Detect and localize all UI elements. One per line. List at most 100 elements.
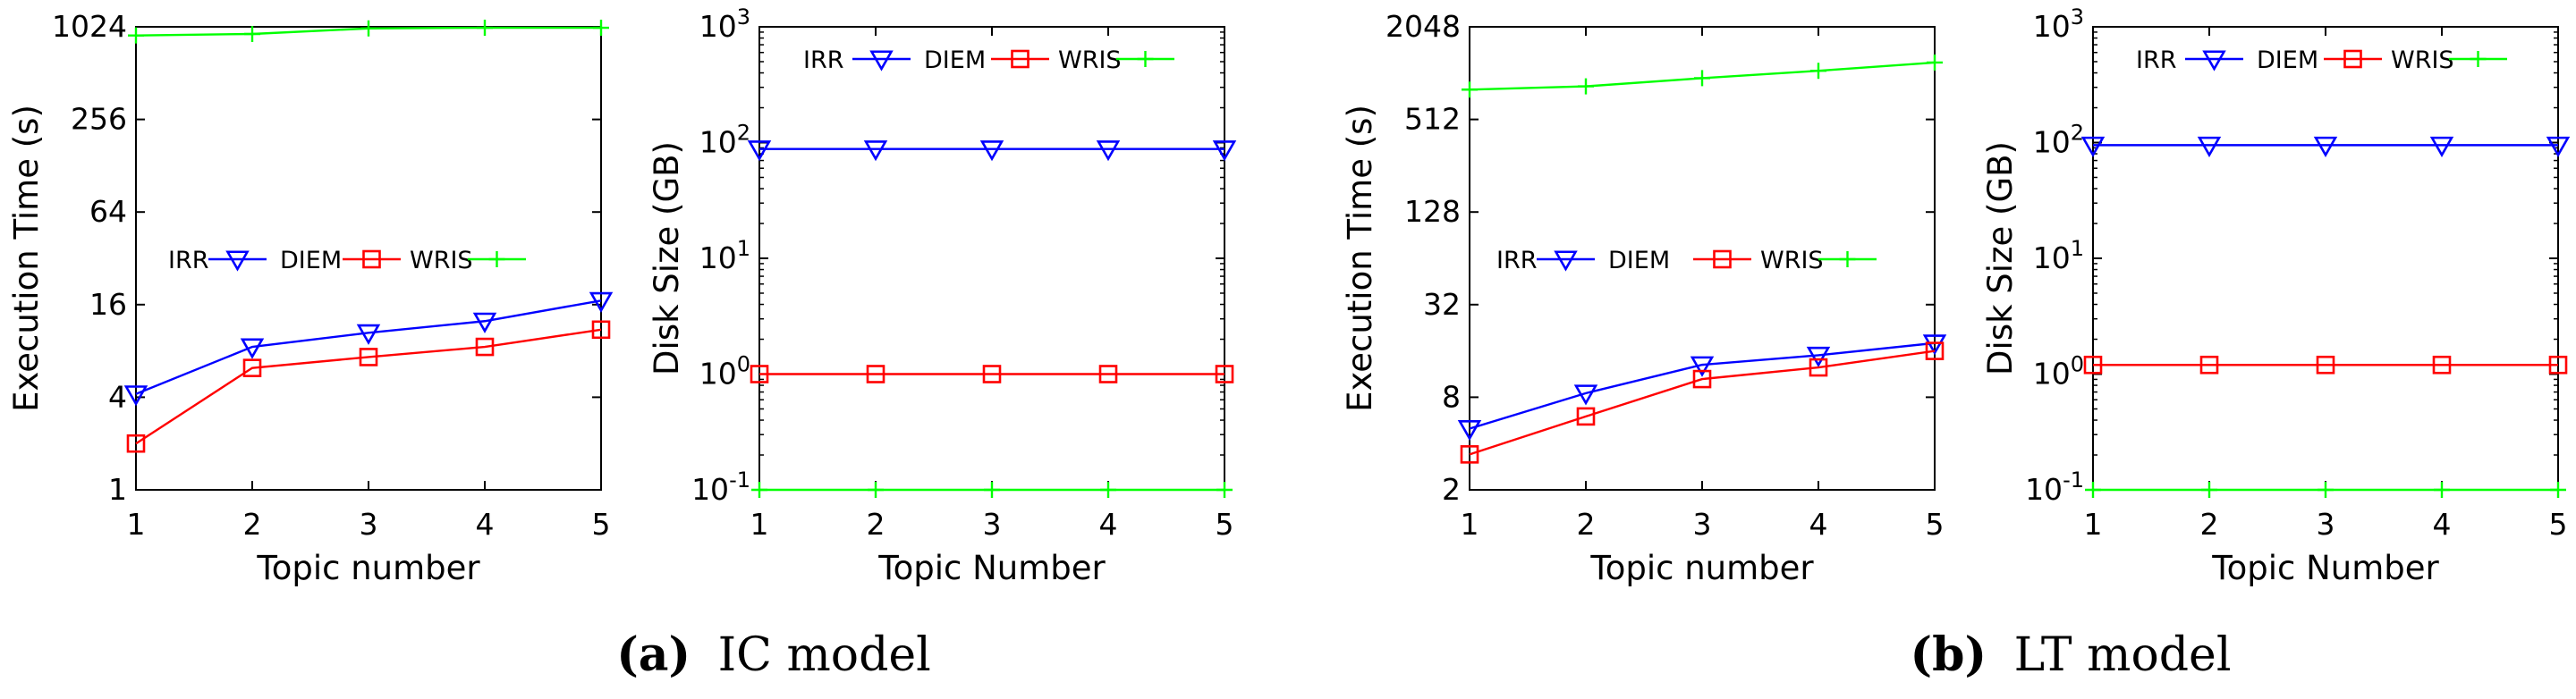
chart-3-legend-marker-1	[1554, 250, 1578, 272]
chart-1-series-wris-point	[360, 20, 377, 37]
chart-4-ytick-label: 100	[2033, 352, 2084, 392]
caption-a: (a) IC model	[616, 627, 931, 682]
chart-4-series-diem-point	[2199, 355, 2219, 375]
chart-1-ytick-label: 4	[108, 379, 127, 414]
chart-2-ytick-exp: 0	[737, 352, 750, 377]
chart-2-ytick-label: 10-1	[691, 467, 750, 507]
chart-1-ytick-label: 256	[71, 102, 127, 137]
chart-4-series-wris-point	[2201, 482, 2217, 498]
chart-2-ytick-label: 102	[699, 121, 750, 160]
chart-2-ytick-exp: 3	[737, 4, 750, 29]
chart-2-ytick-label: 101	[699, 236, 750, 275]
chart-3-xlabel: Topic number	[1589, 549, 1814, 587]
chart-1-series-irr-point	[240, 338, 265, 359]
chart-1-series-wris	[128, 20, 609, 44]
chart-1-series-irr-point	[123, 385, 148, 407]
chart-1-series-diem-point	[359, 348, 378, 366]
chart-4-legend-label-3: WRIS	[2391, 46, 2454, 74]
chart-3-series-irr-point	[1690, 356, 1715, 377]
chart-1-xtick-label: 4	[476, 507, 495, 542]
chart-1-series-wris-point	[477, 20, 493, 37]
chart-4-series-diem	[2083, 355, 2568, 375]
chart-3-series-irr	[1457, 334, 1947, 442]
chart-1-legend: IRR DIEM WRIS	[168, 247, 526, 274]
chart-3-legend: IRR DIEM WRIS	[1496, 247, 1877, 274]
chart-4-xtick-label: 5	[2549, 507, 2568, 542]
chart-3-series-diem-line	[1469, 350, 1936, 456]
chart-4-series-wris-point	[2085, 482, 2101, 498]
chart-2-series-wris-point	[1100, 482, 1116, 498]
chart-2-series-diem-point	[982, 365, 1002, 383]
chart-1: 1 2 3 4 5 1 4 16 64 256 1024 Topic number Execution …	[7, 9, 614, 587]
chart-1-series-irr	[123, 291, 614, 407]
chart-4-ytick-exp: -1	[2063, 467, 2084, 493]
chart-4-xtick-label: 4	[2433, 507, 2452, 542]
chart-3-series-diem	[1460, 341, 1945, 464]
chart-3-ytick-label: 2	[1442, 472, 1461, 507]
chart-2-series-wris-point	[1216, 482, 1233, 498]
chart-2-series-irr-point	[1096, 140, 1121, 162]
chart-3-series-wris-point	[1927, 54, 1943, 71]
chart-4-ytick-label: 102	[2033, 121, 2084, 160]
chart-3-xtick-label: 5	[1926, 507, 1945, 542]
chart-1-series-diem-point	[242, 358, 262, 377]
chart-3-series-irr-point	[1922, 334, 1947, 356]
chart-3-legend-label-1: IRR	[1496, 247, 1537, 274]
chart-4-legend-label-1: IRR	[2136, 46, 2176, 74]
chart-3-series-diem-point	[1576, 407, 1596, 426]
chart-2-xtick-label: 1	[750, 507, 769, 542]
chart-1-series-diem-point	[475, 337, 495, 357]
chart-2-series-wris-point	[868, 482, 884, 498]
caption-a-label: IC model	[718, 628, 931, 682]
chart-1-legend-label-1: IRR	[168, 247, 208, 274]
chart-3-ytick-label: 32	[1423, 287, 1461, 322]
chart-2-ylabel: Disk Size (GB)	[648, 141, 686, 375]
chart-2-series-wris-point	[751, 482, 767, 498]
chart-4-xtick-label: 1	[2084, 507, 2103, 542]
chart-4-legend-marker-3	[2470, 51, 2487, 67]
chart-3-legend-marker-3	[1839, 251, 1856, 267]
caption-b: (b) LT model	[1911, 627, 2232, 682]
chart-4-ytick-label: 101	[2033, 236, 2084, 275]
chart-4-ytick-base: 10	[2033, 125, 2071, 160]
chart-1-ytick-label: 1024	[52, 9, 127, 44]
chart-3-series-diem-point	[1809, 358, 1828, 377]
chart-2-ytick-base: 10	[691, 472, 729, 507]
chart-3-legend-label-2: DIEM	[1608, 247, 1670, 274]
chart-4-legend: IRR DIEM WRIS	[2136, 46, 2507, 74]
chart-3-xtick-label: 2	[1577, 507, 1596, 542]
chart-2-ytick-base: 10	[699, 240, 737, 275]
chart-2-legend-label-1: IRR	[803, 46, 843, 74]
caption-b-label: LT model	[2014, 628, 2232, 682]
chart-1-series-irr-point	[356, 324, 381, 345]
chart-2-ytick-label: 103	[699, 4, 750, 44]
chart-2-ytick-exp: 2	[737, 121, 750, 146]
chart-1-series-irr-point	[589, 291, 614, 313]
chart-3-ytick-label: 512	[1404, 102, 1461, 137]
chart-3-xtick-label: 3	[1693, 507, 1712, 542]
chart-1-legend-label-3: WRIS	[410, 247, 473, 274]
chart-2-xtick-label: 4	[1099, 507, 1118, 542]
chart-4-ytick-label: 103	[2033, 4, 2084, 44]
chart-1-series-wris-point	[593, 20, 609, 37]
chart-4-series-irr-point	[2546, 136, 2571, 158]
chart-2-legend-label-3: WRIS	[1058, 46, 1122, 74]
chart-4-ylabel: Disk Size (GB)	[1981, 141, 2020, 375]
chart-3-series-wris-point	[1462, 81, 1478, 98]
chart-2-xlabel: Topic Number	[877, 549, 1106, 587]
chart-1-series-wris-point	[128, 27, 144, 44]
chart-3-series-irr-line	[1469, 341, 1936, 430]
chart-3-legend-marker-2	[1713, 249, 1732, 269]
chart-4-xtick-label: 3	[2317, 507, 2335, 542]
chart-4-ytick-exp: 3	[2071, 4, 2084, 29]
chart-2-ytick-base: 10	[699, 357, 737, 392]
chart-3-xtick-label: 4	[1809, 507, 1828, 542]
chart-1-ytick-label: 16	[89, 287, 127, 322]
chart-3-ytick-label: 8	[1442, 379, 1461, 414]
chart-1-xlabel: Topic number	[256, 549, 480, 587]
chart-4-frame	[2092, 26, 2559, 491]
chart-2-legend-marker-3	[1137, 51, 1154, 67]
